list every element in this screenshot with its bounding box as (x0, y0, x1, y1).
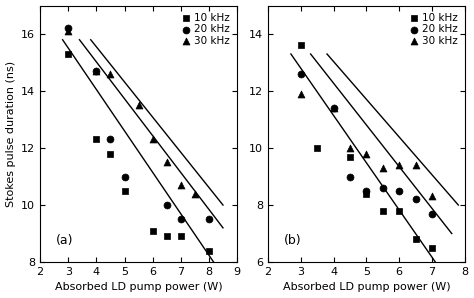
10 kHz (395, 208, 403, 213)
20 kHz (205, 217, 213, 222)
30 kHz (149, 137, 156, 142)
20 kHz (395, 188, 403, 193)
20 kHz (330, 106, 337, 111)
10 kHz (297, 43, 305, 48)
Text: (a): (a) (56, 234, 73, 247)
20 kHz (428, 211, 436, 216)
10 kHz (64, 52, 72, 56)
30 kHz (92, 69, 100, 74)
20 kHz (107, 137, 114, 142)
30 kHz (163, 160, 171, 165)
10 kHz (107, 151, 114, 156)
20 kHz (379, 186, 387, 190)
Legend: 10 kHz, 20 kHz, 30 kHz: 10 kHz, 20 kHz, 30 kHz (178, 11, 232, 48)
30 kHz (107, 72, 114, 76)
30 kHz (135, 103, 142, 108)
Y-axis label: Stokes pulse duration (ns): Stokes pulse duration (ns) (6, 61, 16, 207)
10 kHz (379, 208, 387, 213)
30 kHz (379, 166, 387, 170)
20 kHz (163, 203, 171, 207)
30 kHz (191, 191, 199, 196)
10 kHz (177, 234, 184, 239)
30 kHz (412, 163, 419, 167)
20 kHz (64, 26, 72, 31)
20 kHz (412, 197, 419, 202)
30 kHz (177, 183, 184, 187)
10 kHz (205, 248, 213, 253)
10 kHz (412, 237, 419, 242)
20 kHz (121, 174, 128, 179)
10 kHz (363, 191, 370, 196)
Text: (b): (b) (283, 234, 301, 247)
30 kHz (395, 163, 403, 167)
20 kHz (177, 217, 184, 222)
10 kHz (163, 234, 171, 239)
30 kHz (64, 29, 72, 34)
10 kHz (346, 154, 354, 159)
20 kHz (297, 72, 305, 76)
30 kHz (363, 151, 370, 156)
30 kHz (330, 106, 337, 111)
30 kHz (297, 91, 305, 96)
10 kHz (313, 146, 321, 150)
20 kHz (92, 69, 100, 74)
10 kHz (428, 245, 436, 250)
30 kHz (428, 194, 436, 199)
10 kHz (92, 137, 100, 142)
Legend: 10 kHz, 20 kHz, 30 kHz: 10 kHz, 20 kHz, 30 kHz (406, 11, 460, 48)
20 kHz (363, 188, 370, 193)
20 kHz (346, 174, 354, 179)
X-axis label: Absorbed LD pump power (W): Absorbed LD pump power (W) (55, 283, 222, 292)
10 kHz (121, 188, 128, 193)
30 kHz (346, 146, 354, 150)
10 kHz (149, 228, 156, 233)
X-axis label: Absorbed LD pump power (W): Absorbed LD pump power (W) (283, 283, 450, 292)
